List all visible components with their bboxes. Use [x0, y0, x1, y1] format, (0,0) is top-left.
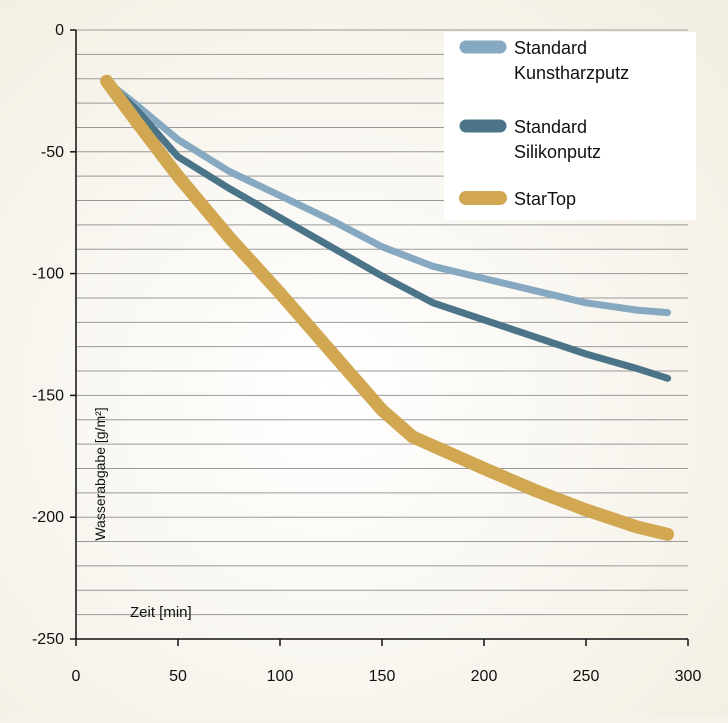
- series-line-standard-kunstharzputz: [103, 77, 672, 317]
- y-tick-label: -150: [32, 387, 64, 404]
- legend-label: Standard: [514, 38, 587, 58]
- legend-label: Kunstharzputz: [514, 63, 629, 83]
- x-tick-label: 150: [369, 668, 396, 685]
- x-tick-label: 50: [169, 668, 187, 685]
- x-tick-label: 200: [471, 668, 498, 685]
- x-tick-label: 300: [675, 668, 702, 685]
- y-tick-label: -200: [32, 509, 64, 526]
- legend-label: StarTop: [514, 189, 576, 209]
- legend-label: Silikonputz: [514, 142, 601, 162]
- series-layer: [100, 74, 675, 541]
- x-tick-label: 0: [72, 668, 81, 685]
- legend: Standard Kunstharzputz Standard Silikonputz…: [459, 38, 629, 209]
- legend-label: Standard: [514, 117, 587, 137]
- series-line-standard-silikonputz: [103, 77, 672, 382]
- y-axis-label: Wasserabgabe [g/m²]: [92, 407, 108, 540]
- x-axis-label: Zeit [min]: [130, 604, 192, 621]
- y-tick-label: -250: [32, 631, 64, 648]
- x-tick-label: 250: [573, 668, 600, 685]
- y-tick-label: -50: [41, 144, 64, 161]
- y-tick-label: 0: [55, 22, 64, 39]
- x-tick-label: 100: [267, 668, 294, 685]
- series-line-startop: [100, 74, 675, 541]
- axes: 0 -50 -100 -150 -200 -250 0 50 100 150 200 250 300: [32, 22, 701, 685]
- y-tick-label: -100: [32, 266, 64, 283]
